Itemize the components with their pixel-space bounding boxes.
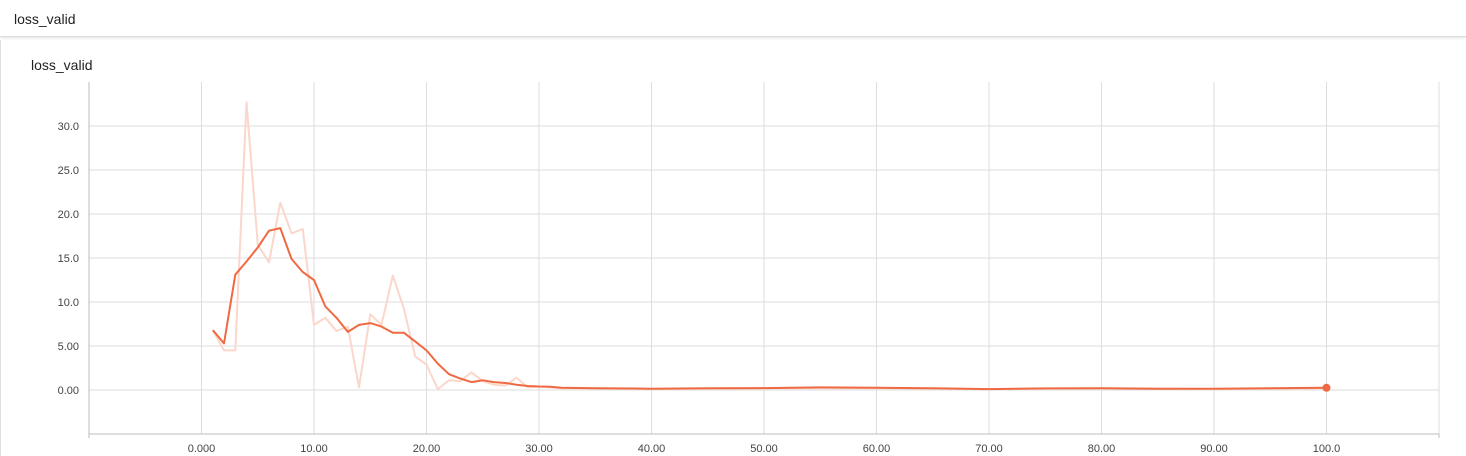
x-tick-label: 0.000 xyxy=(188,443,216,455)
y-tick-label: 20.0 xyxy=(58,209,79,221)
x-tick-label: 20.00 xyxy=(413,443,441,455)
x-tick-label: 50.00 xyxy=(750,443,778,455)
y-tick-label: 15.0 xyxy=(58,253,79,265)
panel-header[interactable]: loss_valid xyxy=(0,0,1466,37)
x-tick-label: 40.00 xyxy=(638,443,666,455)
y-tick-label: 0.00 xyxy=(58,385,79,397)
loss-valid-chart[interactable]: 0.000 10.00 20.00 30.00 40.00 50.00 60.00 70.00… xyxy=(1,40,1465,456)
y-tick-label: 25.0 xyxy=(58,165,79,177)
x-tick-label: 80.00 xyxy=(1088,443,1116,455)
x-tick-label: 100.0 xyxy=(1313,443,1341,455)
panel-header-title: loss_valid xyxy=(14,11,76,27)
y-tick-label: 10.0 xyxy=(58,297,79,309)
x-tick-label: 60.00 xyxy=(863,443,891,455)
y-tick-label: 30.0 xyxy=(58,121,79,133)
chart-title: loss_valid xyxy=(31,57,93,73)
chart-card: loss_valid 0.000 10.00 20.00 30.00 40.00 50.0… xyxy=(0,40,1466,456)
y-tick-label: 5.00 xyxy=(58,341,79,353)
x-tick-label: 10.00 xyxy=(300,443,328,455)
smoothed-series-line xyxy=(212,227,1327,391)
x-tick-label: 70.00 xyxy=(975,443,1003,455)
x-tick-label: 90.00 xyxy=(1200,443,1228,455)
x-tick-label: 30.00 xyxy=(525,443,553,455)
last-point-marker xyxy=(1322,383,1331,392)
